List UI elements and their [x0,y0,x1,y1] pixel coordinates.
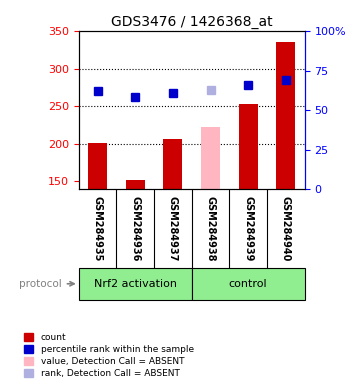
FancyBboxPatch shape [79,268,192,300]
Title: GDS3476 / 1426368_at: GDS3476 / 1426368_at [111,15,273,29]
Bar [88,143,107,189]
Text: GSM284936: GSM284936 [130,195,140,261]
Text: Nrf2 activation: Nrf2 activation [94,279,177,289]
Text: GSM284938: GSM284938 [205,195,216,261]
Bar [239,104,258,189]
Bar [277,42,295,189]
Text: GSM284940: GSM284940 [281,195,291,261]
Text: GSM284935: GSM284935 [92,195,103,261]
Text: GSM284937: GSM284937 [168,195,178,261]
Bar [164,139,182,189]
Text: control: control [229,279,268,289]
Text: protocol: protocol [19,279,74,289]
FancyBboxPatch shape [192,268,305,300]
Legend: count, percentile rank within the sample, value, Detection Call = ABSENT, rank, : count, percentile rank within the sample… [23,331,196,379]
Bar [126,180,145,189]
Bar [201,127,220,189]
Text: GSM284939: GSM284939 [243,195,253,261]
